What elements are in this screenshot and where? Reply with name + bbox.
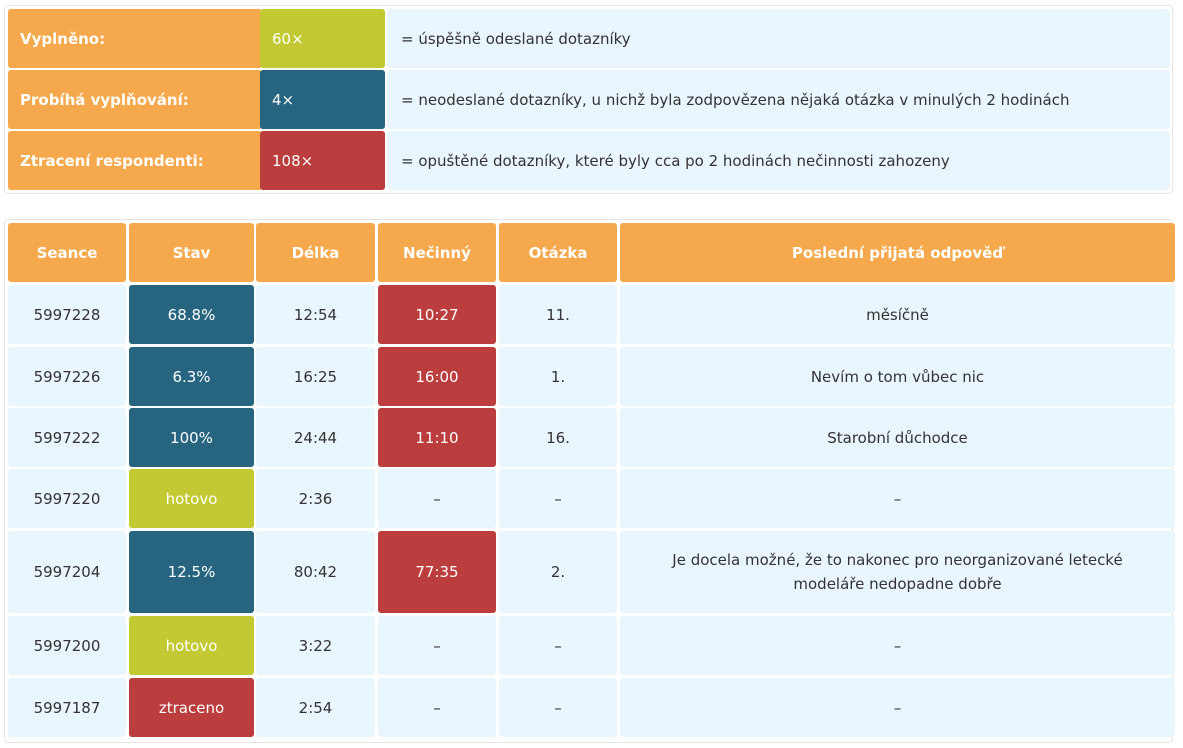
table-cell-stav: 100% [129, 408, 254, 467]
header-seance: Seance [8, 223, 126, 282]
table-cell-delka: 80:42 [256, 531, 375, 613]
table-cell-delka: 2:36 [256, 469, 375, 528]
table-cell-stav: 68.8% [129, 285, 254, 344]
table-cell-seance: 5997222 [8, 408, 126, 467]
table-cell-otazka: – [499, 678, 617, 737]
table-cell-otazka: 2. [499, 531, 617, 613]
table-cell-otazka: – [499, 616, 617, 675]
header-stav: Stav [129, 223, 254, 282]
legend-label-in-progress: Probíhá vyplňování: [8, 70, 262, 129]
legend-description-lost: = opuštěné dotazníky, které byly cca po … [387, 131, 1170, 190]
legend-count-completed: 60× [260, 9, 385, 68]
table-cell-seance: 5997228 [8, 285, 126, 344]
table-cell-necinny: 16:00 [378, 347, 496, 406]
legend-count-lost: 108× [260, 131, 385, 190]
legend-panel: Vyplněno: 60× = úspěšně odeslané dotazníky… [4, 5, 1173, 194]
table-cell-posledni-odpoved: – [620, 678, 1175, 737]
table-cell-stav: hotovo [129, 616, 254, 675]
table-cell-necinny: – [378, 678, 496, 737]
legend-label-lost: Ztracení respondenti: [8, 131, 262, 190]
header-posledni-odpoved: Poslední přijatá odpověď [620, 223, 1175, 282]
header-necinny: Nečinný [378, 223, 496, 282]
table-cell-delka: 16:25 [256, 347, 375, 406]
table-cell-necinny: 10:27 [378, 285, 496, 344]
table-cell-posledni-odpoved: – [620, 469, 1175, 528]
table-cell-necinny: 77:35 [378, 531, 496, 613]
legend-description-in-progress: = neodeslané dotazníky, u nichž byla zod… [387, 70, 1170, 129]
table-cell-necinny: 11:10 [378, 408, 496, 467]
table-cell-stav: hotovo [129, 469, 254, 528]
table-cell-posledni-odpoved: – [620, 616, 1175, 675]
legend-description-completed: = úspěšně odeslané dotazníky [387, 9, 1170, 68]
table-cell-otazka: 16. [499, 408, 617, 467]
table-cell-otazka: – [499, 469, 617, 528]
table-cell-necinny: – [378, 469, 496, 528]
sessions-table: Seance Stav Délka Nečinný Otázka Poslední při… [4, 219, 1175, 743]
table-cell-otazka: 11. [499, 285, 617, 344]
legend-count-in-progress: 4× [260, 70, 385, 129]
legend-label-completed: Vyplněno: [8, 9, 262, 68]
table-cell-seance: 5997187 [8, 678, 126, 737]
table-cell-delka: 12:54 [256, 285, 375, 344]
table-cell-posledni-odpoved: Je docela možné, že to nakonec pro neorg… [620, 531, 1175, 613]
header-delka: Délka [256, 223, 375, 282]
table-cell-delka: 3:22 [256, 616, 375, 675]
table-cell-seance: 5997220 [8, 469, 126, 528]
table-cell-seance: 5997200 [8, 616, 126, 675]
table-cell-posledni-odpoved: měsíčně [620, 285, 1175, 344]
table-cell-necinny: – [378, 616, 496, 675]
table-cell-stav: ztraceno [129, 678, 254, 737]
table-cell-delka: 2:54 [256, 678, 375, 737]
table-cell-delka: 24:44 [256, 408, 375, 467]
header-otazka: Otázka [499, 223, 617, 282]
table-cell-posledni-odpoved: Nevím o tom vůbec nic [620, 347, 1175, 406]
table-cell-seance: 5997204 [8, 531, 126, 613]
table-cell-otazka: 1. [499, 347, 617, 406]
table-cell-stav: 6.3% [129, 347, 254, 406]
table-cell-stav: 12.5% [129, 531, 254, 613]
table-cell-posledni-odpoved: Starobní důchodce [620, 408, 1175, 467]
table-cell-seance: 5997226 [8, 347, 126, 406]
